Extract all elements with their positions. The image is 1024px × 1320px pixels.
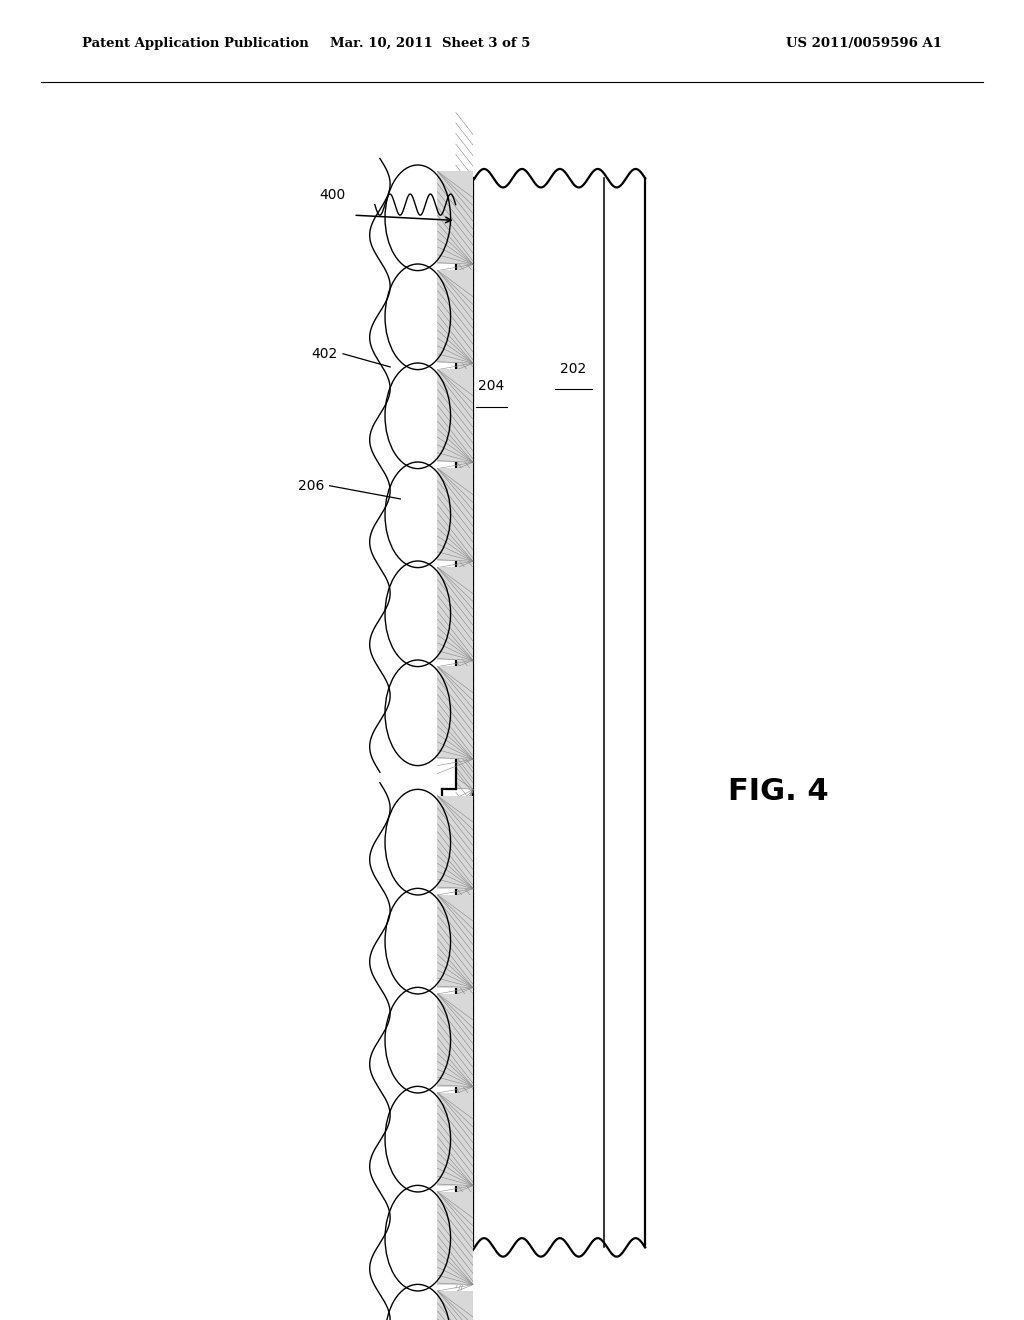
Bar [456, 178, 473, 789]
Bar [456, 816, 473, 1247]
Text: Mar. 10, 2011  Sheet 3 of 5: Mar. 10, 2011 Sheet 3 of 5 [330, 37, 530, 50]
Text: 400: 400 [319, 189, 346, 202]
Bar [437, 271, 473, 363]
Bar [437, 1192, 473, 1284]
Bar [437, 172, 473, 264]
Text: Patent Application Publication: Patent Application Publication [82, 37, 308, 50]
Text: 204: 204 [478, 379, 505, 393]
Text: 206: 206 [298, 479, 325, 492]
Bar [437, 796, 473, 888]
Bar [437, 994, 473, 1086]
Bar [437, 568, 473, 660]
Text: 202: 202 [560, 362, 587, 376]
Bar [437, 667, 473, 759]
Bar [437, 895, 473, 987]
Text: FIG. 4: FIG. 4 [728, 777, 828, 807]
Text: 402: 402 [311, 347, 338, 360]
Text: US 2011/0059596 A1: US 2011/0059596 A1 [786, 37, 942, 50]
Bar [437, 1093, 473, 1185]
Bar [437, 1291, 473, 1320]
Bar [437, 370, 473, 462]
Bar [437, 469, 473, 561]
